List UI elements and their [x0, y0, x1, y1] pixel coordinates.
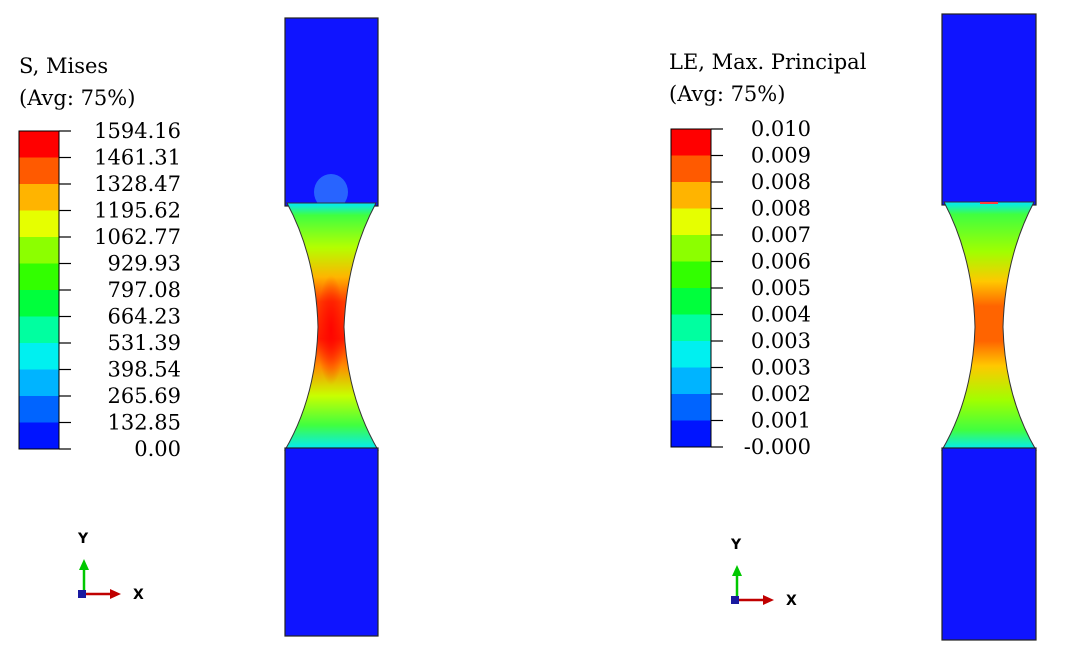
z-axis-marker — [731, 596, 739, 604]
legend-value: 0.009 — [751, 144, 811, 168]
legend-value: 0.008 — [751, 170, 811, 194]
y-axis-label: Y — [77, 531, 89, 547]
legend-value: 132.85 — [108, 411, 181, 435]
x-arrow-head — [763, 595, 774, 605]
legend-color-band — [19, 316, 59, 343]
color-legend: 0.0100.0090.0080.0080.0070.0060.0050.004… — [670, 117, 811, 459]
legend-color-band — [671, 261, 711, 288]
legend-title: S, Mises — [19, 54, 108, 78]
upper-grip — [941, 13, 1037, 206]
gauge-section — [941, 201, 1037, 451]
y-arrow-head — [79, 559, 89, 570]
legend-value: 0.002 — [751, 382, 811, 406]
legend-value: 0.005 — [751, 276, 811, 300]
legend-color-band — [19, 184, 59, 211]
legend-color-band — [19, 343, 59, 370]
legend-color-band — [19, 157, 59, 184]
axis-triad: Y X — [77, 531, 144, 603]
legend-value: 398.54 — [108, 358, 181, 382]
legend-color-band — [671, 420, 711, 447]
y-axis-label: Y — [730, 537, 742, 553]
legend-value: 1328.47 — [94, 172, 181, 196]
legend-color-band — [671, 235, 711, 262]
legend-value: 664.23 — [108, 305, 181, 329]
z-axis-marker — [78, 590, 86, 598]
specimen-stress — [284, 17, 379, 637]
specimen-strain — [941, 13, 1037, 641]
legend-value: 0.003 — [751, 356, 811, 380]
left-panel: S, Mises (Avg: 75%) 1594.16 1461.311328.4… — [18, 17, 379, 637]
legend-color-band — [19, 237, 59, 264]
lower-grip — [941, 447, 1037, 641]
legend-value: 0.001 — [751, 409, 811, 433]
legend-value: 797.08 — [108, 278, 181, 302]
legend-color-band — [671, 394, 711, 421]
legend-color-band — [671, 182, 711, 209]
legend-value: 265.69 — [108, 384, 181, 408]
legend-color-band — [19, 210, 59, 237]
legend-value: 531.39 — [108, 331, 181, 355]
right-panel: LE, Max. Principal (Avg: 75%) 0.010 0.009… — [669, 13, 1037, 641]
legend-value: 0.00 — [134, 437, 181, 461]
legend-color-band — [671, 314, 711, 341]
legend-title: LE, Max. Principal — [669, 50, 867, 74]
peak-stress-zone — [317, 275, 345, 385]
legend-value: 1461.31 — [94, 146, 181, 170]
x-axis-label: X — [786, 593, 797, 609]
legend-color-band — [19, 290, 59, 317]
legend-value: 0.010 — [751, 117, 811, 141]
x-arrow-head — [110, 589, 121, 599]
legend-color-band — [671, 155, 711, 182]
lower-grip — [284, 447, 379, 637]
contact-spot — [314, 174, 348, 210]
legend-value: -0.000 — [744, 435, 811, 459]
y-arrow-head — [732, 565, 742, 576]
legend-color-band — [671, 129, 711, 156]
legend-color-band — [671, 208, 711, 235]
legend-color-band — [19, 131, 59, 158]
legend-subtitle: (Avg: 75%) — [669, 82, 785, 106]
legend-value: 1062.77 — [94, 225, 181, 249]
legend-value: 0.007 — [751, 223, 811, 247]
legend-color-band — [671, 341, 711, 368]
legend-value: 929.93 — [108, 252, 181, 276]
x-axis-label: X — [133, 587, 144, 603]
legend-color-band — [19, 263, 59, 290]
legend-value: 0.006 — [751, 250, 811, 274]
legend-color-band — [671, 367, 711, 394]
legend-value: 1195.62 — [94, 199, 181, 223]
legend-value: 0.004 — [751, 303, 811, 327]
legend-color-band — [19, 422, 59, 449]
legend-color-band — [671, 288, 711, 315]
legend-value: 0.008 — [751, 197, 811, 221]
legend-subtitle: (Avg: 75%) — [19, 86, 135, 110]
axis-triad: Y X — [730, 537, 797, 609]
legend-color-band — [19, 396, 59, 423]
legend-value: 1594.16 — [94, 119, 181, 143]
legend-value: 0.003 — [751, 329, 811, 353]
legend-color-band — [19, 369, 59, 396]
